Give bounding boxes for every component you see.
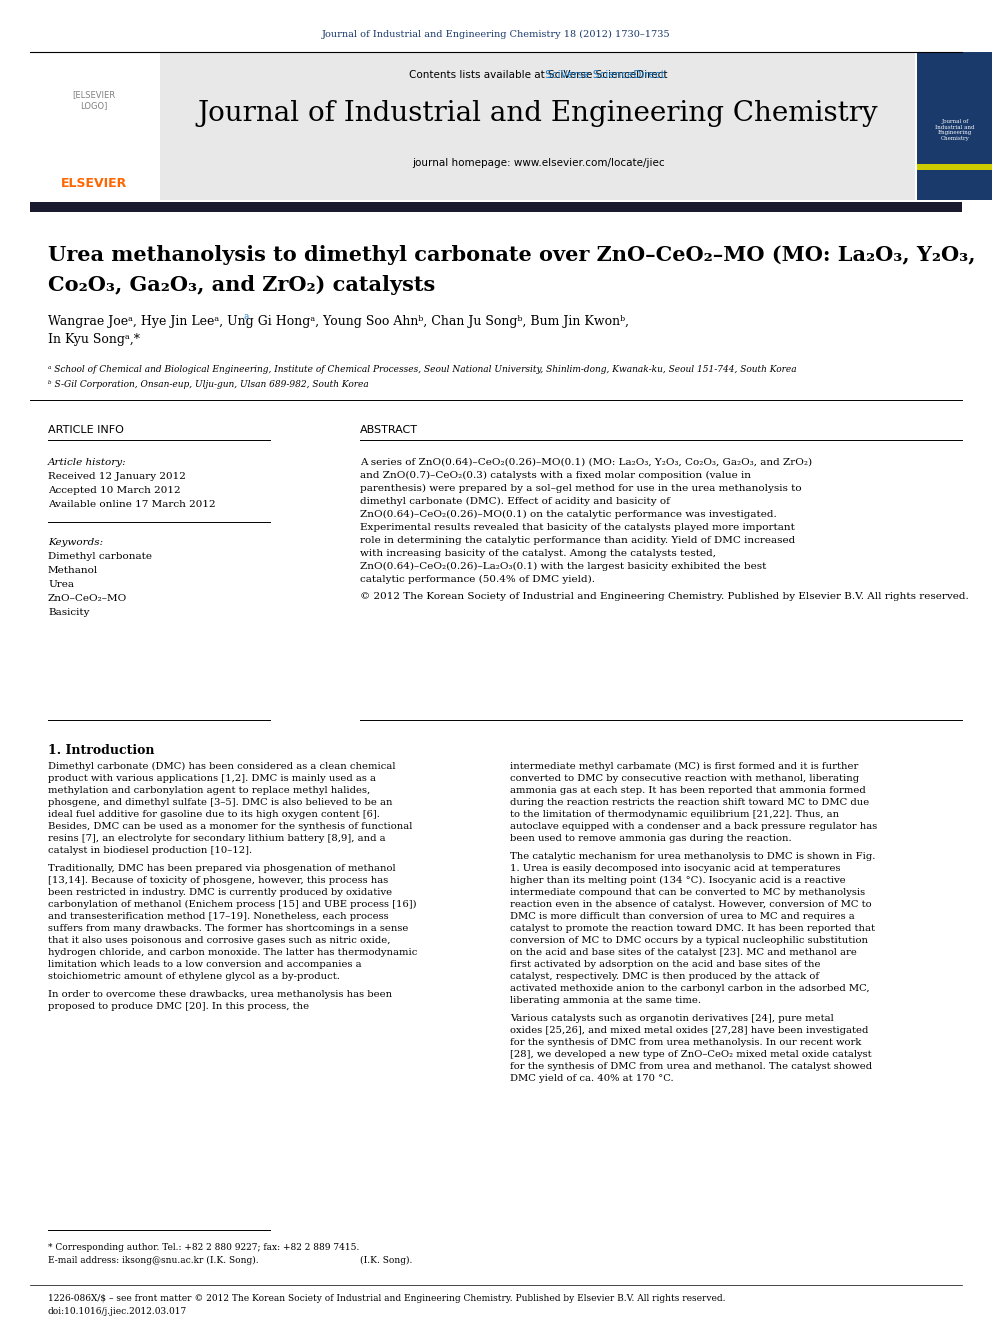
Text: Accepted 10 March 2012: Accepted 10 March 2012 <box>48 486 181 495</box>
Text: 1. Urea is easily decomposed into isocyanic acid at temperatures: 1. Urea is easily decomposed into isocya… <box>510 864 840 873</box>
Text: Dimethyl carbonate (DMC) has been considered as a clean chemical: Dimethyl carbonate (DMC) has been consid… <box>48 762 396 771</box>
Text: carbonylation of methanol (Enichem process [15] and UBE process [16]): carbonylation of methanol (Enichem proce… <box>48 900 417 909</box>
Text: dimethyl carbonate (DMC). Effect of acidity and basicity of: dimethyl carbonate (DMC). Effect of acid… <box>360 497 670 507</box>
Text: and ZnO(0.7)–CeO₂(0.3) catalysts with a fixed molar composition (value in: and ZnO(0.7)–CeO₂(0.3) catalysts with a … <box>360 471 751 480</box>
FancyBboxPatch shape <box>30 202 962 212</box>
Text: for the synthesis of DMC from urea and methanol. The catalyst showed: for the synthesis of DMC from urea and m… <box>510 1062 872 1072</box>
Text: liberating ammonia at the same time.: liberating ammonia at the same time. <box>510 996 701 1005</box>
Text: ARTICLE INFO: ARTICLE INFO <box>48 425 124 435</box>
Text: proposed to produce DMC [20]. In this process, the: proposed to produce DMC [20]. In this pr… <box>48 1002 310 1011</box>
Text: to the limitation of thermodynamic equilibrium [21,22]. Thus, an: to the limitation of thermodynamic equil… <box>510 810 839 819</box>
Text: © 2012 The Korean Society of Industrial and Engineering Chemistry. Published by : © 2012 The Korean Society of Industrial … <box>360 591 969 601</box>
Text: E-mail address: iksong@snu.ac.kr (I.K. Song).: E-mail address: iksong@snu.ac.kr (I.K. S… <box>48 1256 259 1265</box>
Text: and transesterification method [17–19]. Nonetheless, each process: and transesterification method [17–19]. … <box>48 912 389 921</box>
Text: ELSEVIER: ELSEVIER <box>61 177 127 191</box>
Text: catalyst in biodiesel production [10–12].: catalyst in biodiesel production [10–12]… <box>48 845 252 855</box>
Text: 1226-086X/$ – see front matter © 2012 The Korean Society of Industrial and Engin: 1226-086X/$ – see front matter © 2012 Th… <box>48 1294 725 1303</box>
Text: autoclave equipped with a condenser and a back pressure regulator has: autoclave equipped with a condenser and … <box>510 822 877 831</box>
Text: intermediate compound that can be converted to MC by methanolysis: intermediate compound that can be conver… <box>510 888 865 897</box>
Text: ZnO(0.64)–CeO₂(0.26)–MO(0.1) on the catalytic performance was investigated.: ZnO(0.64)–CeO₂(0.26)–MO(0.1) on the cata… <box>360 509 777 519</box>
Text: conversion of MC to DMC occurs by a typical nucleophilic substitution: conversion of MC to DMC occurs by a typi… <box>510 935 868 945</box>
Text: during the reaction restricts the reaction shift toward MC to DMC due: during the reaction restricts the reacti… <box>510 798 869 807</box>
Text: SciVerse ScienceDirect: SciVerse ScienceDirect <box>412 70 665 79</box>
Text: reaction even in the absence of catalyst. However, conversion of MC to: reaction even in the absence of catalyst… <box>510 900 872 909</box>
Text: phosgene, and dimethyl sulfate [3–5]. DMC is also believed to be an: phosgene, and dimethyl sulfate [3–5]. DM… <box>48 798 393 807</box>
Text: with increasing basicity of the catalyst. Among the catalysts tested,: with increasing basicity of the catalyst… <box>360 549 716 558</box>
Text: Journal of
Industrial and
Engineering
Chemistry: Journal of Industrial and Engineering Ch… <box>935 119 975 142</box>
FancyBboxPatch shape <box>917 52 992 200</box>
Text: on the acid and base sites of the catalyst [23]. MC and methanol are: on the acid and base sites of the cataly… <box>510 949 857 957</box>
Text: A series of ZnO(0.64)–CeO₂(0.26)–MO(0.1) (MO: La₂O₃, Y₂O₃, Co₂O₃, Ga₂O₃, and ZrO: A series of ZnO(0.64)–CeO₂(0.26)–MO(0.1)… <box>360 458 812 467</box>
Text: that it also uses poisonous and corrosive gases such as nitric oxide,: that it also uses poisonous and corrosiv… <box>48 935 391 945</box>
Text: ZnO–CeO₂–MO: ZnO–CeO₂–MO <box>48 594 127 603</box>
Text: Received 12 January 2012: Received 12 January 2012 <box>48 472 186 482</box>
Text: hydrogen chloride, and carbon monoxide. The latter has thermodynamic: hydrogen chloride, and carbon monoxide. … <box>48 949 418 957</box>
Text: role in determining the catalytic performance than acidity. Yield of DMC increas: role in determining the catalytic perfor… <box>360 536 796 545</box>
Text: * Corresponding author. Tel.: +82 2 880 9227; fax: +82 2 889 7415.: * Corresponding author. Tel.: +82 2 880 … <box>48 1244 359 1252</box>
Text: [ELSEVIER
LOGO]: [ELSEVIER LOGO] <box>72 90 115 110</box>
FancyBboxPatch shape <box>30 52 160 200</box>
Text: The catalytic mechanism for urea methanolysis to DMC is shown in Fig.: The catalytic mechanism for urea methano… <box>510 852 875 861</box>
Text: ideal fuel additive for gasoline due to its high oxygen content [6].: ideal fuel additive for gasoline due to … <box>48 810 380 819</box>
Text: product with various applications [1,2]. DMC is mainly used as a: product with various applications [1,2].… <box>48 774 376 783</box>
Text: intermediate methyl carbamate (MC) is first formed and it is further: intermediate methyl carbamate (MC) is fi… <box>510 762 858 771</box>
Text: [28], we developed a new type of ZnO–CeO₂ mixed metal oxide catalyst: [28], we developed a new type of ZnO–CeO… <box>510 1050 872 1058</box>
Text: suffers from many drawbacks. The former has shortcomings in a sense: suffers from many drawbacks. The former … <box>48 923 409 933</box>
Text: higher than its melting point (134 °C). Isocyanic acid is a reactive: higher than its melting point (134 °C). … <box>510 876 845 885</box>
Text: DMC yield of ca. 40% at 170 °C.: DMC yield of ca. 40% at 170 °C. <box>510 1074 674 1084</box>
Text: In order to overcome these drawbacks, urea methanolysis has been: In order to overcome these drawbacks, ur… <box>48 990 392 999</box>
Text: Article history:: Article history: <box>48 458 127 467</box>
Text: 1. Introduction: 1. Introduction <box>48 744 155 757</box>
Text: catalytic performance (50.4% of DMC yield).: catalytic performance (50.4% of DMC yiel… <box>360 576 595 585</box>
FancyBboxPatch shape <box>160 52 915 200</box>
Text: been used to remove ammonia gas during the reaction.: been used to remove ammonia gas during t… <box>510 833 792 843</box>
Text: been restricted in industry. DMC is currently produced by oxidative: been restricted in industry. DMC is curr… <box>48 888 392 897</box>
Text: doi:10.1016/j.jiec.2012.03.017: doi:10.1016/j.jiec.2012.03.017 <box>48 1307 187 1316</box>
FancyBboxPatch shape <box>917 164 992 169</box>
Text: stoichiometric amount of ethylene glycol as a by-product.: stoichiometric amount of ethylene glycol… <box>48 972 340 980</box>
Text: DMC is more difficult than conversion of urea to MC and requires a: DMC is more difficult than conversion of… <box>510 912 855 921</box>
Text: ABSTRACT: ABSTRACT <box>360 425 418 435</box>
Text: Various catalysts such as organotin derivatives [24], pure metal: Various catalysts such as organotin deri… <box>510 1013 833 1023</box>
Text: parenthesis) were prepared by a sol–gel method for use in the urea methanolysis : parenthesis) were prepared by a sol–gel … <box>360 484 802 493</box>
Text: for the synthesis of DMC from urea methanolysis. In our recent work: for the synthesis of DMC from urea metha… <box>510 1039 861 1046</box>
Text: converted to DMC by consecutive reaction with methanol, liberating: converted to DMC by consecutive reaction… <box>510 774 859 783</box>
Text: Journal of Industrial and Engineering Chemistry 18 (2012) 1730–1735: Journal of Industrial and Engineering Ch… <box>321 30 671 40</box>
Text: (I.K. Song).: (I.K. Song). <box>360 1256 413 1265</box>
Text: Urea methanolysis to dimethyl carbonate over ZnO–CeO₂–MO (MO: La₂O₃, Y₂O₃,: Urea methanolysis to dimethyl carbonate … <box>48 245 975 265</box>
Text: first activated by adsorption on the acid and base sites of the: first activated by adsorption on the aci… <box>510 960 820 968</box>
Text: Besides, DMC can be used as a monomer for the synthesis of functional: Besides, DMC can be used as a monomer fo… <box>48 822 413 831</box>
Text: ᵃ School of Chemical and Biological Engineering, Institute of Chemical Processes: ᵃ School of Chemical and Biological Engi… <box>48 365 797 374</box>
Text: activated methoxide anion to the carbonyl carbon in the adsorbed MC,: activated methoxide anion to the carbony… <box>510 984 870 994</box>
Text: Methanol: Methanol <box>48 566 98 576</box>
Text: methylation and carbonylation agent to replace methyl halides,: methylation and carbonylation agent to r… <box>48 786 370 795</box>
Text: Basicity: Basicity <box>48 609 89 617</box>
Text: Available online 17 March 2012: Available online 17 March 2012 <box>48 500 215 509</box>
Text: Contents lists available at SciVerse ScienceDirect: Contents lists available at SciVerse Sci… <box>409 70 668 79</box>
Text: Experimental results revealed that basicity of the catalysts played more importa: Experimental results revealed that basic… <box>360 523 795 532</box>
Text: catalyst, respectively. DMC is then produced by the attack of: catalyst, respectively. DMC is then prod… <box>510 972 819 980</box>
Text: ammonia gas at each step. It has been reported that ammonia formed: ammonia gas at each step. It has been re… <box>510 786 866 795</box>
Text: Journal of Industrial and Engineering Chemistry: Journal of Industrial and Engineering Ch… <box>197 101 878 127</box>
Text: journal homepage: www.elsevier.com/locate/jiec: journal homepage: www.elsevier.com/locat… <box>412 157 665 168</box>
Text: Co₂O₃, Ga₂O₃, and ZrO₂) catalysts: Co₂O₃, Ga₂O₃, and ZrO₂) catalysts <box>48 275 435 295</box>
Text: [13,14]. Because of toxicity of phosgene, however, this process has: [13,14]. Because of toxicity of phosgene… <box>48 876 388 885</box>
Text: Urea: Urea <box>48 579 74 589</box>
Text: Traditionally, DMC has been prepared via phosgenation of methanol: Traditionally, DMC has been prepared via… <box>48 864 396 873</box>
Text: ᵇ S-Gil Corporation, Onsan-eup, Ulju-gun, Ulsan 689-982, South Korea: ᵇ S-Gil Corporation, Onsan-eup, Ulju-gun… <box>48 380 369 389</box>
Text: Wangrae Joeᵃ, Hye Jin Leeᵃ, Ung Gi Hongᵃ, Young Soo Ahnᵇ, Chan Ju Songᵇ, Bum Jin: Wangrae Joeᵃ, Hye Jin Leeᵃ, Ung Gi Hongᵃ… <box>48 315 629 328</box>
Text: Keywords:: Keywords: <box>48 538 103 546</box>
Text: resins [7], an electrolyte for secondary lithium battery [8,9], and a: resins [7], an electrolyte for secondary… <box>48 833 386 843</box>
Text: oxides [25,26], and mixed metal oxides [27,28] have been investigated: oxides [25,26], and mixed metal oxides [… <box>510 1027 868 1035</box>
Text: catalyst to promote the reaction toward DMC. It has been reported that: catalyst to promote the reaction toward … <box>510 923 875 933</box>
Text: In Kyu Songᵃ,*: In Kyu Songᵃ,* <box>48 333 140 347</box>
Text: Dimethyl carbonate: Dimethyl carbonate <box>48 552 152 561</box>
Text: ZnO(0.64)–CeO₂(0.26)–La₂O₃(0.1) with the largest basicity exhibited the best: ZnO(0.64)–CeO₂(0.26)–La₂O₃(0.1) with the… <box>360 562 767 572</box>
Text: limitation which leads to a low conversion and accompanies a: limitation which leads to a low conversi… <box>48 960 362 968</box>
Text: a: a <box>243 312 248 321</box>
